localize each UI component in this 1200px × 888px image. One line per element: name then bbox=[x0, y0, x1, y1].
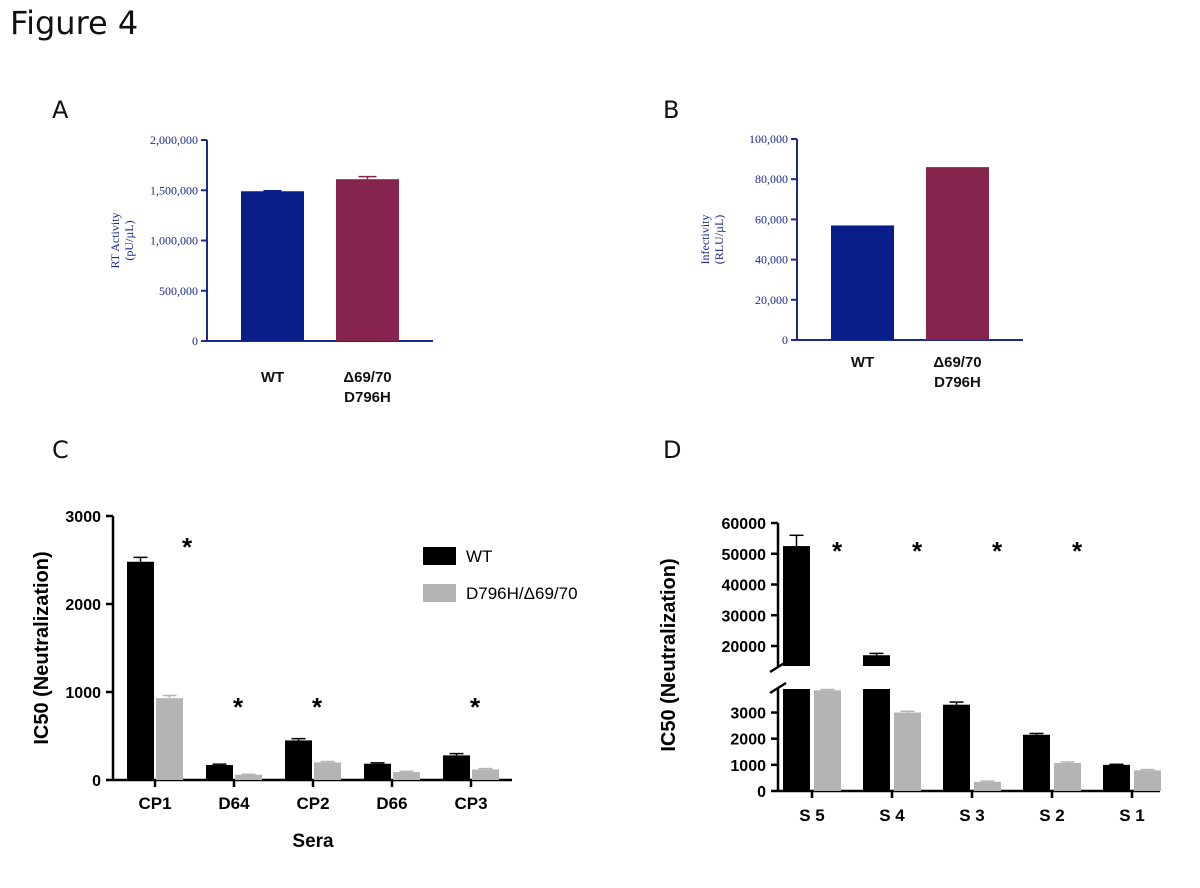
panel-c-bar-d66-0 bbox=[364, 763, 391, 780]
panel-b-bar-0 bbox=[831, 225, 894, 340]
panel-d-y-tick-label: 0 bbox=[757, 784, 766, 801]
panel-d-y-tick-label: 2000 bbox=[730, 732, 766, 749]
panel-c-bar-cp1-1 bbox=[156, 698, 183, 780]
panel-a-x-tick-label: D796H bbox=[344, 389, 391, 406]
panel-c-x-tick-label: CP1 bbox=[138, 794, 171, 813]
panel-a-y-tick-label: 2,000,000 bbox=[150, 133, 198, 147]
panel-a-bar-1 bbox=[336, 179, 399, 341]
panel-a-y-tick-label: 0 bbox=[192, 334, 198, 348]
panel-a-y-axis-label-line: (pU/µL) bbox=[122, 220, 136, 260]
panel-d-y-tick-label: 20000 bbox=[722, 639, 767, 656]
panel-d-bar-s2-1 bbox=[1054, 763, 1081, 791]
panel-d-bar-s2-0 bbox=[1023, 734, 1050, 791]
panel-b-x-tick-label: Δ69/70 bbox=[933, 354, 981, 371]
panel-b-y-axis-label-line: (RLU/µL) bbox=[712, 215, 726, 265]
panel-b-y-tick-label: 0 bbox=[782, 333, 788, 347]
panel-d-y-tick-label: 1000 bbox=[730, 758, 766, 775]
panel-b-y-tick-label: 80,000 bbox=[755, 172, 788, 186]
panel-b-y-axis-label: Infectivity(RLU/µL) bbox=[698, 215, 726, 265]
panel-label-c: C bbox=[52, 436, 69, 464]
panel-a-y-tick-label: 1,500,000 bbox=[150, 183, 198, 197]
panel-d-bar-s1-1 bbox=[1134, 770, 1161, 791]
panel-a-y-axis-label: RT Activity(pU/µL) bbox=[108, 212, 136, 268]
panel-c-legend-label-0: WT bbox=[466, 547, 492, 566]
panel-d-bar-s3-0 bbox=[943, 704, 970, 791]
panel-c-bar-d64-1 bbox=[235, 774, 262, 780]
panel-c-y-axis-label: IC50 (Neutralization) bbox=[31, 551, 53, 744]
panel-c-significance-star: * bbox=[182, 532, 193, 562]
panel-c-x-tick-label: D64 bbox=[218, 794, 250, 813]
panel-c-bar-cp3-0 bbox=[443, 755, 470, 780]
panel-b-x-tick-label: D796H bbox=[934, 374, 981, 391]
panel-c-y-tick-label: 3000 bbox=[65, 509, 101, 526]
panel-d-x-tick-label: S 4 bbox=[879, 806, 905, 825]
panel-d-y-tick-label: 40000 bbox=[722, 578, 767, 595]
panel-b-y-tick-label: 100,000 bbox=[749, 132, 788, 146]
panel-b-x-tick-label: WT bbox=[851, 354, 874, 371]
panel-d-y-tick-label: 50000 bbox=[722, 547, 767, 564]
panel-c-y-tick-label: 1000 bbox=[65, 685, 101, 702]
panel-d-bar-s5-0-upper bbox=[783, 546, 810, 666]
panel-c-significance-star: * bbox=[233, 692, 244, 722]
panel-a-y-tick-label: 1,000,000 bbox=[150, 234, 198, 248]
panel-c-legend-label-1: D796H/Δ69/70 bbox=[466, 584, 578, 603]
panel-c-bar-cp1-0 bbox=[127, 561, 154, 780]
panel-label-b: B bbox=[663, 96, 680, 124]
panel-d-significance-star: * bbox=[1072, 536, 1083, 566]
panel-c-y-tick-label: 2000 bbox=[65, 597, 101, 614]
panel-a-bar-0 bbox=[241, 191, 304, 341]
panel-c-bar-d64-0 bbox=[206, 765, 233, 780]
panel-d-bar-s1-0 bbox=[1103, 764, 1130, 791]
panel-d-x-tick-label: S 1 bbox=[1119, 806, 1145, 825]
panel-d-bar-s4-1 bbox=[894, 712, 921, 791]
panel-b-y-axis-label-line: Infectivity bbox=[698, 215, 712, 265]
panel-c-x-axis-label: Sera bbox=[292, 831, 334, 852]
panel-d-y-tick-label: 60000 bbox=[722, 516, 767, 533]
panel-d-significance-star: * bbox=[912, 536, 923, 566]
panel-c-bar-d66-1 bbox=[393, 772, 420, 780]
panel-d-x-tick-label: S 3 bbox=[959, 806, 985, 825]
panel-c-y-tick-label: 0 bbox=[92, 773, 101, 790]
panel-c-x-tick-label: D66 bbox=[376, 794, 407, 813]
panel-d-x-tick-label: S 2 bbox=[1039, 806, 1065, 825]
panel-label-a: A bbox=[52, 96, 69, 124]
panel-c-x-tick-label: CP2 bbox=[296, 794, 329, 813]
panel-d-x-tick-label: S 5 bbox=[799, 806, 825, 825]
panel-d-bar-s5-1 bbox=[814, 690, 841, 791]
panel-label-d: D bbox=[663, 436, 682, 464]
panel-d-bar-s3-1 bbox=[974, 781, 1001, 791]
figure-title: Figure 4 bbox=[10, 4, 139, 42]
panel-b-bar-1 bbox=[926, 167, 989, 340]
panel-d-axis-break-mark bbox=[769, 681, 787, 695]
panel-d-significance-star: * bbox=[832, 536, 843, 566]
panel-d-y-tick-label: 30000 bbox=[722, 608, 767, 625]
panel-d-y-axis-label: IC50 (Neutralization) bbox=[658, 558, 680, 751]
panel-d-y-tick-label: 3000 bbox=[730, 706, 766, 723]
panel-c-x-tick-label: CP3 bbox=[454, 794, 487, 813]
panel-b-y-tick-label: 40,000 bbox=[755, 253, 788, 267]
panel-a-x-tick-label: WT bbox=[261, 369, 284, 386]
panel-c-bar-cp2-1 bbox=[314, 762, 341, 780]
panel-d-bar-s4-0-upper bbox=[863, 655, 890, 666]
panel-c-bar-cp3-1 bbox=[472, 769, 499, 780]
panel-a-y-tick-label: 500,000 bbox=[159, 284, 198, 298]
panel-d-significance-star: * bbox=[992, 536, 1003, 566]
panel-d-bar-s4-0-lower bbox=[863, 689, 890, 791]
panel-c-bar-cp2-0 bbox=[285, 740, 312, 780]
panel-d-bar-s5-0-lower bbox=[783, 689, 810, 791]
panel-c-legend-swatch-0 bbox=[423, 547, 456, 565]
panel-b-y-tick-label: 20,000 bbox=[755, 293, 788, 307]
panel-b-y-tick-label: 60,000 bbox=[755, 212, 788, 226]
panel-c-legend-swatch-1 bbox=[423, 584, 456, 602]
panel-c-significance-star: * bbox=[470, 692, 481, 722]
panel-c-significance-star: * bbox=[312, 692, 323, 722]
panel-a-x-tick-label: Δ69/70 bbox=[343, 369, 391, 386]
panel-a-y-axis-label-line: RT Activity bbox=[108, 212, 122, 268]
